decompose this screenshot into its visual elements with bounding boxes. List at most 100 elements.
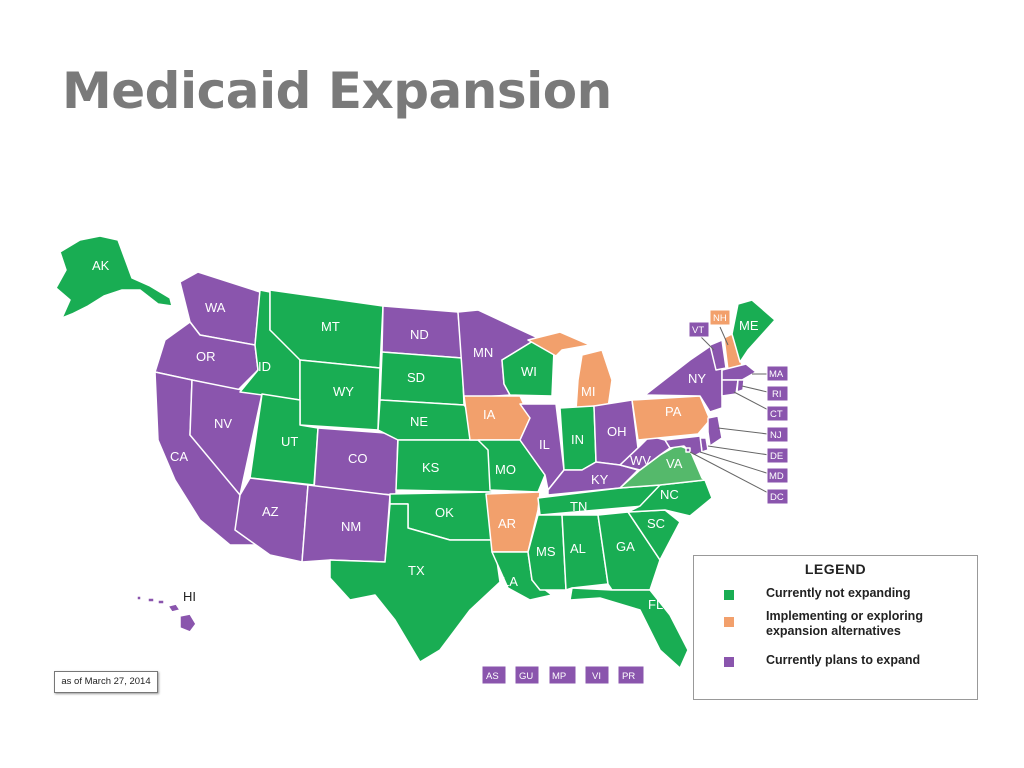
- box-ma[interactable]: MA: [766, 365, 789, 382]
- svg-text:MA: MA: [769, 369, 784, 380]
- state-az[interactable]: [234, 477, 309, 563]
- state-ak[interactable]: [55, 235, 173, 319]
- state-vt[interactable]: [709, 339, 727, 371]
- label-ar: AR: [498, 516, 516, 531]
- box-de[interactable]: DE: [766, 447, 789, 464]
- state-ri[interactable]: [736, 379, 745, 393]
- state-il[interactable]: [519, 403, 565, 491]
- label-az: AZ: [262, 504, 279, 519]
- small-state-boxes: VT NH MA RI CT NJ DE MD DC: [688, 309, 789, 505]
- label-ca: CA: [170, 449, 188, 464]
- label-la: LA: [502, 574, 518, 589]
- state-fl[interactable]: [569, 587, 689, 669]
- state-pa[interactable]: [631, 395, 711, 441]
- label-il: IL: [539, 437, 550, 452]
- state-or[interactable]: [154, 321, 259, 391]
- state-hi[interactable]: [136, 595, 197, 633]
- as-of-date: as of March 27, 2014: [54, 671, 158, 693]
- label-tx: TX: [408, 563, 425, 578]
- svg-text:NJ: NJ: [770, 430, 782, 441]
- svg-text:GU: GU: [519, 671, 533, 682]
- label-hi: HI: [183, 589, 196, 604]
- box-vt[interactable]: VT: [688, 321, 710, 338]
- territory-as[interactable]: AS: [481, 665, 507, 685]
- label-sc: SC: [647, 516, 665, 531]
- label-wi: WI: [521, 364, 537, 379]
- label-al: AL: [570, 541, 586, 556]
- label-fl: FL: [648, 597, 663, 612]
- label-mn: MN: [473, 345, 493, 360]
- label-id: ID: [258, 359, 271, 374]
- label-ks: KS: [422, 460, 440, 475]
- label-wv: WV: [630, 453, 651, 468]
- page-title: Medicaid Expansion: [62, 62, 612, 120]
- svg-text:MP: MP: [552, 671, 566, 682]
- label-nc: NC: [660, 487, 679, 502]
- box-ri[interactable]: RI: [766, 385, 789, 402]
- legend-label: Implementing or exploring expansion alte…: [766, 609, 923, 638]
- legend-item-expanding: Currently plans to expand: [724, 653, 956, 668]
- box-nj[interactable]: NJ: [766, 426, 789, 443]
- label-nm: NM: [341, 519, 361, 534]
- label-mo: MO: [495, 462, 516, 477]
- label-co: CO: [348, 451, 368, 466]
- label-me: ME: [739, 318, 759, 333]
- state-labels: AK HI WA OR CA NV ID MT WY UT AZ CO NM N…: [92, 258, 759, 612]
- label-mt: MT: [321, 319, 340, 334]
- svg-text:VT: VT: [692, 325, 704, 336]
- territory-gu[interactable]: GU: [514, 665, 540, 685]
- label-nv: NV: [214, 416, 232, 431]
- legend-swatch-expanding: [724, 657, 734, 667]
- legend-swatch-not-expanding: [724, 590, 734, 600]
- state-ia[interactable]: [463, 395, 531, 441]
- legend-label: Currently not expanding: [766, 586, 911, 600]
- label-nd: ND: [410, 327, 429, 342]
- state-ks[interactable]: [395, 439, 493, 493]
- svg-text:AS: AS: [486, 671, 499, 682]
- state-ma[interactable]: [721, 363, 757, 381]
- svg-text:CT: CT: [770, 409, 783, 420]
- legend-swatch-alternatives: [724, 617, 734, 627]
- label-ok: OK: [435, 505, 454, 520]
- label-tn: TN: [570, 499, 587, 514]
- svg-text:DC: DC: [770, 492, 784, 503]
- legend-item-not-expanding: Currently not expanding: [724, 586, 956, 601]
- svg-text:NH: NH: [713, 313, 727, 324]
- territory-boxes: AS GU MP VI PR: [481, 665, 645, 685]
- svg-text:RI: RI: [772, 389, 782, 400]
- label-wa: WA: [205, 300, 226, 315]
- box-dc[interactable]: DC: [766, 488, 789, 505]
- label-ia: IA: [483, 407, 496, 422]
- state-dc[interactable]: [685, 447, 691, 453]
- label-sd: SD: [407, 370, 425, 385]
- label-ne: NE: [410, 414, 428, 429]
- label-ny: NY: [688, 371, 706, 386]
- label-oh: OH: [607, 424, 627, 439]
- territory-vi[interactable]: VI: [584, 665, 610, 685]
- state-nj[interactable]: [707, 415, 723, 447]
- svg-text:VI: VI: [592, 671, 601, 682]
- label-ms: MS: [536, 544, 556, 559]
- state-me[interactable]: [731, 299, 776, 363]
- label-ga: GA: [616, 539, 635, 554]
- legend-item-alternatives: Implementing or exploring expansion alte…: [724, 609, 956, 639]
- label-wy: WY: [333, 384, 354, 399]
- box-md[interactable]: MD: [766, 467, 789, 484]
- legend: LEGEND Currently not expanding Implement…: [693, 555, 978, 700]
- state-tx[interactable]: [329, 503, 501, 663]
- legend-label: Currently plans to expand: [766, 653, 921, 667]
- svg-text:MD: MD: [769, 471, 784, 482]
- state-ct[interactable]: [721, 379, 739, 397]
- label-mi: MI: [581, 384, 595, 399]
- territory-pr[interactable]: PR: [617, 665, 645, 685]
- box-nh[interactable]: NH: [709, 309, 731, 326]
- label-ky: KY: [591, 472, 609, 487]
- box-ct[interactable]: CT: [766, 405, 789, 422]
- territory-mp[interactable]: MP: [548, 665, 577, 685]
- label-pa: PA: [665, 404, 682, 419]
- state-al[interactable]: [561, 514, 609, 591]
- label-ak: AK: [92, 258, 110, 273]
- state-md[interactable]: [664, 435, 703, 457]
- svg-text:DE: DE: [770, 451, 783, 462]
